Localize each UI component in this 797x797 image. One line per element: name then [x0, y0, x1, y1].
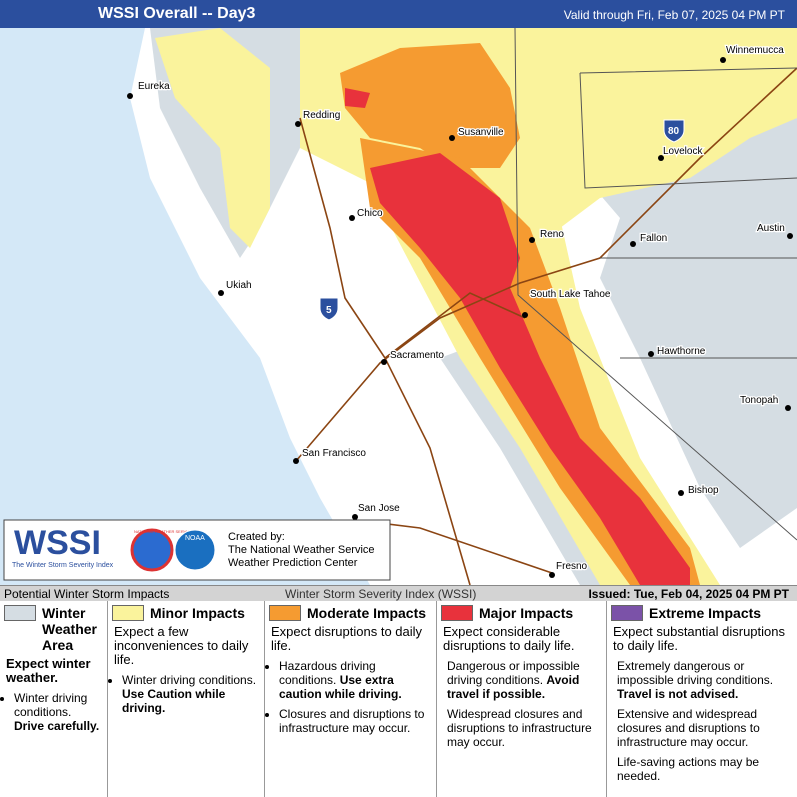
highway-shield: 5 [319, 297, 339, 321]
credit: Weather Prediction Center [228, 557, 358, 569]
valid-time: Valid through Fri, Feb 07, 2025 04 PM PT [563, 8, 785, 22]
legend-bullet: Winter driving conditions. Drive careful… [14, 691, 103, 733]
legend-lead: Expect considerable disruptions to daily… [443, 624, 575, 653]
bullet-emphasis: Avoid travel if possible. [447, 673, 580, 701]
legend-bullet: Hazardous driving conditions. Use extra … [279, 659, 432, 701]
tagline: The Winter Storm Severity Index [12, 562, 114, 569]
legend-header: Winter Weather Area [4, 605, 103, 653]
legend-header: Major Impacts [441, 605, 602, 621]
city-label: South Lake Tahoe [530, 289, 611, 300]
legend-column: Minor Impacts Expect a few inconveniences… [108, 601, 265, 797]
bullet-emphasis: Use Caution while driving. [122, 687, 226, 715]
legend-column: Moderate Impacts Expect disruptions to da… [265, 601, 437, 797]
city-label: Fresno [556, 561, 588, 572]
city-label: Tonopah [740, 395, 778, 406]
bullet-text: Dangerous or impossible driving conditio… [447, 659, 580, 687]
city-label: Susanville [458, 127, 504, 138]
bar-left: Potential Winter Storm Impacts [4, 587, 170, 601]
info-bar: Potential Winter Storm Impacts Winter St… [0, 585, 797, 601]
legend-header: Extreme Impacts [611, 605, 793, 621]
city-label: Ukiah [226, 280, 252, 291]
legend: Winter Weather Area Expect winter weather… [0, 601, 797, 797]
legend-header: Minor Impacts [112, 605, 260, 621]
bullet-emphasis: Use extra caution while driving. [279, 673, 402, 701]
bullet-text: Winter driving conditions. [122, 673, 257, 687]
city-label: Winnemucca [726, 45, 784, 56]
legend-bullet: Dangerous or impossible driving conditio… [447, 659, 602, 701]
bullet-emphasis: Drive carefully. [14, 719, 100, 733]
borders [514, 28, 797, 541]
legend-lead: Expect disruptions to daily life. [271, 624, 423, 653]
city-label: San Jose [358, 503, 400, 514]
legend-column: Winter Weather Area Expect winter weather… [0, 601, 108, 797]
header: WSSI Overall -- Day3 Valid through Fri, … [0, 0, 797, 28]
legend-bullet: Widespread closures and disruptions to i… [447, 707, 602, 749]
major-impacts [345, 88, 690, 585]
city-label: Bishop [688, 485, 719, 496]
credit: The National Weather Service [228, 544, 375, 556]
legend-swatch [112, 605, 144, 621]
bar-right: Issued: Tue, Feb 04, 2025 04 PM PT [588, 587, 789, 601]
legend-bullet: Life-saving actions may be needed. [617, 755, 793, 783]
ocean [0, 28, 370, 585]
highway-label: 5 [326, 305, 332, 316]
legend-swatch [611, 605, 643, 621]
city-label: Chico [357, 208, 383, 219]
legend-title: Major Impacts [479, 605, 574, 621]
noaa-logo: NOAA [185, 535, 205, 542]
highway-label: 80 [668, 126, 680, 137]
legend-title: Extreme Impacts [649, 605, 762, 621]
legend-lead: Expect substantial disruptions to daily … [613, 624, 785, 653]
city-label: Lovelock [663, 146, 703, 157]
bullet-text: Life-saving actions may be needed. [617, 755, 760, 783]
city-label: Fallon [640, 233, 667, 244]
highway-shield: 80 [663, 119, 685, 143]
city-label: Hawthorne [657, 346, 706, 357]
city-label: Redding [303, 110, 340, 121]
bullet-text: Hazardous driving conditions. [279, 659, 376, 687]
legend-title: Minor Impacts [150, 605, 245, 621]
legend-bullets: Winter driving conditions. Use Caution w… [112, 673, 260, 715]
legend-bullet: Extensive and widespread closures and di… [617, 707, 793, 749]
legend-bullets: Extremely dangerous or impossible drivin… [611, 659, 793, 783]
legend-bullets: Winter driving conditions. Drive careful… [4, 691, 103, 733]
legend-title: Moderate Impacts [307, 605, 427, 621]
wssi-logo: WSSI [14, 524, 101, 562]
legend-header: Moderate Impacts [269, 605, 432, 621]
bullet-text: Extremely dangerous or impossible drivin… [617, 659, 774, 687]
legend-bullets: Dangerous or impossible driving conditio… [441, 659, 602, 749]
city-label: Eureka [138, 81, 170, 92]
credit: Created by: [228, 531, 285, 543]
title: WSSI Overall -- Day3 [98, 5, 256, 22]
cities: Eureka Redding Susanville Winnemucca Lov… [127, 44, 793, 578]
legend-bullet: Closures and disruptions to infrastructu… [279, 707, 432, 735]
legend-bullet: Extremely dangerous or impossible drivin… [617, 659, 793, 701]
legend-bullet: Winter driving conditions. Use Caution w… [122, 673, 260, 715]
map: Eureka Redding Susanville Winnemucca Lov… [0, 28, 797, 585]
logo-box: WSSI The Winter Storm Severity Index NAT… [3, 519, 391, 581]
bullet-text: Winter driving conditions. [14, 691, 88, 719]
nws-logo: NATIONAL WEATHER SERVICE [134, 529, 193, 534]
legend-lead: Expect a few inconveniences to daily lif… [114, 624, 249, 667]
bullet-text: Extensive and widespread closures and di… [617, 707, 760, 749]
city-label: Reno [540, 229, 564, 240]
bullet-emphasis: Travel is not advised. [617, 687, 739, 701]
legend-lead: Expect winter weather. [6, 656, 91, 685]
legend-swatch [269, 605, 301, 621]
legend-bullets: Hazardous driving conditions. Use extra … [269, 659, 432, 735]
legend-swatch [441, 605, 473, 621]
bullet-text: Widespread closures and disruptions to i… [447, 707, 592, 749]
city-label: Austin [757, 223, 785, 234]
legend-column: Major Impacts Expect considerable disrupt… [437, 601, 607, 797]
legend-column: Extreme Impacts Expect substantial disrup… [607, 601, 797, 797]
city-label: San Francisco [302, 448, 366, 459]
bar-center: Winter Storm Severity Index (WSSI) [285, 587, 477, 601]
legend-title: Winter Weather Area [42, 605, 97, 653]
city-label: Sacramento [390, 350, 444, 361]
bullet-text: Closures and disruptions to infrastructu… [279, 707, 425, 735]
legend-swatch [4, 605, 36, 621]
